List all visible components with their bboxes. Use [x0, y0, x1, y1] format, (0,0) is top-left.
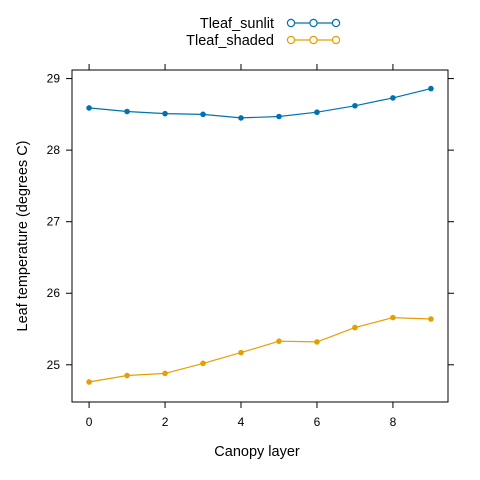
data-point-tleaf-sunlit — [162, 110, 168, 117]
y-tick-label: 25 — [47, 358, 61, 372]
legend-symbol-sunlit — [286, 18, 341, 28]
series-layer — [86, 85, 434, 385]
legend: Tleaf_sunlit Tleaf_shaded — [186, 16, 341, 49]
data-point-tleaf-sunlit — [428, 85, 434, 92]
y-tick-label: 27 — [47, 215, 61, 229]
x-tick-label: 2 — [162, 415, 169, 429]
y-tick-label: 29 — [47, 72, 61, 86]
data-point-tleaf-sunlit — [124, 108, 130, 115]
legend-marker — [286, 18, 296, 28]
series-line-tleaf-shaded — [88, 316, 431, 383]
x-tick-label: 0 — [86, 415, 93, 429]
x-axis-title: Canopy layer — [214, 444, 300, 460]
data-point-tleaf-sunlit — [276, 113, 282, 120]
series-line-tleaf-sunlit — [89, 88, 432, 119]
data-point-tleaf-sunlit — [86, 105, 92, 111]
x-tick-label: 4 — [238, 415, 245, 429]
data-point-tleaf-sunlit — [200, 111, 206, 118]
legend-symbol-shaded — [286, 35, 341, 45]
y-tick-label: 28 — [47, 143, 61, 157]
legend-label-sunlit: Tleaf_sunlit — [200, 16, 274, 32]
legend-label-shaded: Tleaf_shaded — [186, 33, 274, 49]
data-point-tleaf-shaded — [276, 338, 282, 344]
axes: 0 2 4 6 8 25 26 27 28 29 — [47, 64, 454, 429]
x-tick-label: 8 — [390, 415, 397, 429]
data-point-tleaf-shaded — [86, 379, 92, 385]
data-point-tleaf-shaded — [314, 339, 320, 345]
data-point-tleaf-sunlit — [352, 102, 358, 109]
legend-marker — [286, 35, 296, 45]
data-point-tleaf-sunlit — [238, 115, 244, 121]
data-point-tleaf-shaded — [162, 370, 168, 377]
data-point-tleaf-shaded — [390, 314, 396, 321]
data-point-tleaf-shaded — [352, 324, 358, 331]
legend-marker — [331, 35, 341, 45]
legend-marker — [331, 18, 341, 28]
x-tick-label: 6 — [314, 415, 321, 429]
legend-entry-sunlit: Tleaf_sunlit — [200, 16, 341, 32]
data-point-tleaf-sunlit — [314, 109, 320, 116]
data-point-tleaf-shaded — [428, 316, 434, 322]
data-point-tleaf-shaded — [200, 360, 206, 367]
legend-marker — [309, 35, 318, 45]
legend-entry-shaded: Tleaf_shaded — [186, 33, 341, 49]
data-point-tleaf-sunlit — [390, 95, 396, 101]
data-point-tleaf-shaded — [124, 372, 130, 379]
legend-marker — [309, 18, 318, 28]
y-axis-title: Leaf temperature (degrees C) — [15, 140, 31, 331]
y-tick-label: 26 — [47, 286, 61, 300]
data-point-tleaf-shaded — [238, 349, 244, 356]
plot-frame — [71, 69, 449, 403]
